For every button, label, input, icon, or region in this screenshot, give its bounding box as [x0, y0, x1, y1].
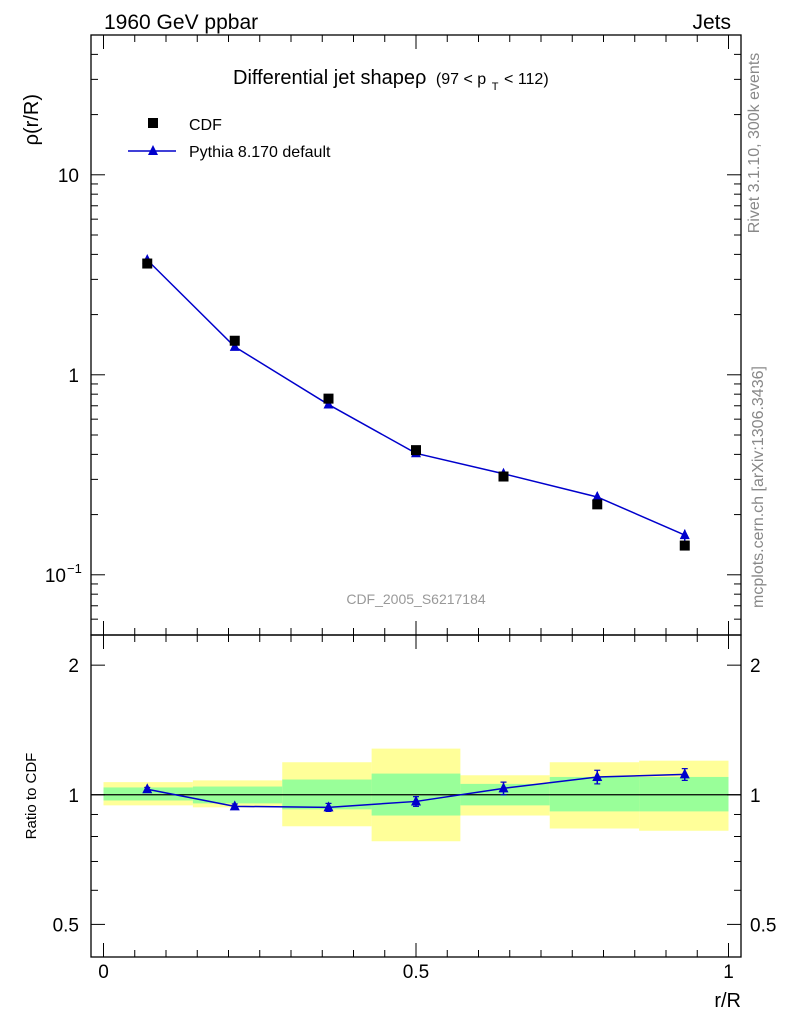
ratio-band-inner — [103, 787, 193, 801]
ratio-pythia-point — [229, 800, 240, 811]
legend-marker-cdf — [148, 118, 158, 128]
legend: CDF Pythia 8.170 default — [128, 117, 331, 161]
legend-label-pythia: Pythia 8.170 default — [189, 144, 331, 161]
pythia-point — [679, 529, 690, 540]
main-y-tick-label: 10 — [58, 166, 79, 187]
main-y-tick-label: 10 — [45, 566, 66, 587]
title-cut-subscript: T — [492, 81, 499, 93]
ratio-y-tick-label-left: 1 — [68, 786, 79, 807]
ratio-y-tick-label-right: 1 — [750, 786, 761, 807]
pythia-point — [592, 490, 603, 501]
ratio-pythia-point — [498, 782, 509, 793]
cdf-point — [411, 445, 421, 456]
cdf-point — [498, 471, 509, 482]
legend-label-cdf: CDF — [189, 117, 222, 134]
cdf-point — [142, 258, 153, 269]
ratio-y-tick-label-right: 2 — [750, 656, 761, 677]
ratio-pythia-point — [323, 801, 334, 812]
main-y-tick-label: 1 — [68, 366, 79, 387]
x-tick-label: 0 — [98, 962, 109, 983]
ratio-band-inner — [639, 776, 729, 812]
side-label-mcplots: mcplots.cern.ch [arXiv:1306.3436] — [750, 366, 767, 608]
x-axis-label: r/R — [714, 990, 741, 1012]
title-text: Differential jet shapeρ — [233, 67, 426, 89]
title-cut-end: < 112) — [504, 71, 549, 88]
reference-label: CDF_2005_S6217184 — [346, 591, 486, 607]
cdf-point — [679, 540, 690, 551]
pythia-line — [146, 259, 686, 536]
legend-marker-pythia — [148, 145, 158, 155]
pythia-point — [229, 340, 240, 351]
ratio-y-axis-label: Ratio to CDF — [23, 753, 40, 840]
main-plot-title: Differential jet shapeρ (97 < p T < 112) — [233, 67, 549, 95]
header-energy-label: 1960 GeV ppbar — [104, 11, 258, 34]
ratio-plot-panel: 0.5 0.5 1 1 2 2 0 0.5 1 Ratio to CDF r/R — [23, 634, 776, 1012]
cdf-point — [323, 393, 334, 404]
main-y-tick-exponent: −1 — [67, 561, 82, 576]
ratio-band-inner — [549, 776, 640, 812]
ratio-y-tick-label-left: 0.5 — [53, 915, 79, 936]
title-cut-text: (97 < p — [436, 71, 486, 88]
ratio-y-tick-label-left: 2 — [68, 656, 79, 677]
ratio-pythia-point — [592, 770, 603, 781]
cdf-point — [229, 335, 240, 346]
x-tick-label: 0.5 — [403, 962, 429, 983]
side-label-rivet: Rivet 3.1.10, 300k events — [746, 53, 763, 234]
tick-base: 10 — [45, 566, 66, 587]
main-y-axis-label: ρ(r/R) — [21, 94, 43, 145]
header-process-label: Jets — [692, 11, 731, 34]
ratio-y-tick-label-right: 0.5 — [750, 915, 776, 936]
ratio-pythia-point — [679, 768, 690, 779]
x-tick-label: 1 — [723, 962, 734, 983]
ratio-pythia-point — [411, 795, 421, 806]
ratio-pythia-point — [142, 783, 153, 794]
cdf-point — [592, 499, 603, 510]
